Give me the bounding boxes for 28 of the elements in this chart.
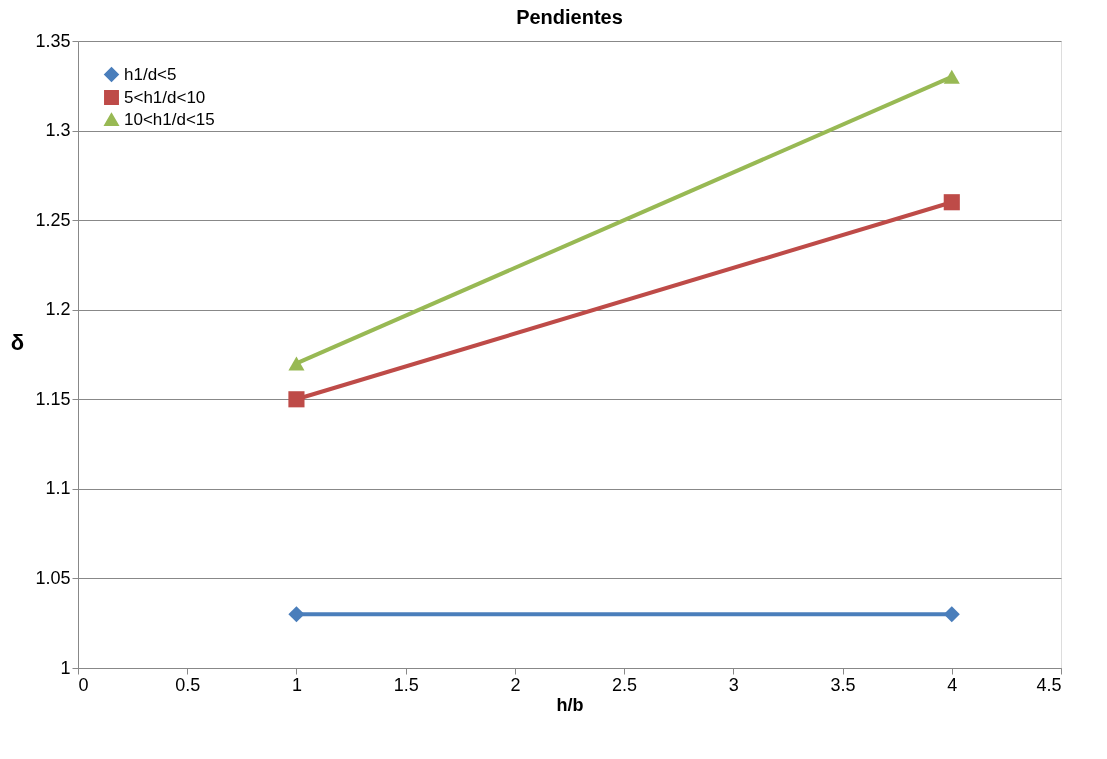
x-tick-label: 2 <box>510 674 521 695</box>
x-tick-label: 1.5 <box>393 674 419 695</box>
y-tick-label: 1.35 <box>35 30 71 51</box>
legend-label: 10<h1/d<15 <box>124 109 215 129</box>
chart-title: Pendientes <box>516 6 623 28</box>
x-tick-label: 1 <box>291 674 302 695</box>
point <box>288 391 305 408</box>
y-tick-label: 1 <box>60 657 71 678</box>
y-tick-label: 1.1 <box>45 478 71 499</box>
x-axis-title: h/b <box>556 694 584 715</box>
legend-label: h1/d<5 <box>124 64 177 84</box>
x-tick-label: 4.5 <box>1036 674 1062 695</box>
y-tick-label: 1.05 <box>35 567 71 588</box>
y-tick-label: 1.25 <box>35 209 71 230</box>
x-tick-label: 2.5 <box>612 674 638 695</box>
x-tick-label: 0.5 <box>175 674 201 695</box>
point <box>943 194 960 211</box>
y-axis-title: δ <box>10 330 25 355</box>
x-tick-label: 3 <box>728 674 739 695</box>
legend-label: 5<h1/d<10 <box>124 87 206 107</box>
x-tick-label: 0 <box>78 674 89 695</box>
point <box>943 606 960 623</box>
y-tick-label: 1.2 <box>45 299 71 320</box>
y-tick-label: 1.3 <box>45 120 71 141</box>
x-tick-label: 4 <box>947 674 958 695</box>
x-tick-label: 3.5 <box>830 674 856 695</box>
point <box>288 606 305 623</box>
y-tick-label: 1.15 <box>35 388 71 409</box>
